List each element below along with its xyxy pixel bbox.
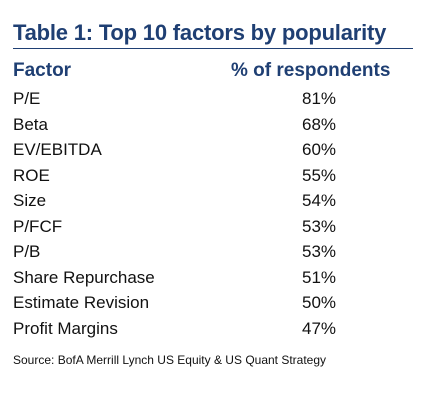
factor-cell: Profit Margins (13, 316, 118, 342)
table-row: EV/EBITDA 60% (13, 137, 413, 163)
table-row: P/FCF 53% (13, 214, 413, 240)
column-header-factor: Factor (13, 59, 71, 83)
factor-cell: Size (13, 188, 46, 214)
title-divider (13, 48, 413, 49)
factor-cell: P/B (13, 239, 40, 265)
table-title: Table 1: Top 10 factors by popularity (13, 20, 413, 46)
factor-cell: Beta (13, 112, 48, 138)
percent-cell: 47% (299, 316, 339, 342)
percent-cell: 60% (299, 137, 339, 163)
percent-cell: 53% (299, 214, 339, 240)
table-row: Size 54% (13, 188, 413, 214)
table-row: Beta 68% (13, 112, 413, 138)
table-row: Share Repurchase 51% (13, 265, 413, 291)
table-row: P/B 53% (13, 239, 413, 265)
percent-cell: 54% (299, 188, 339, 214)
column-header-percent: % of respondents (231, 59, 390, 83)
factor-cell: P/FCF (13, 214, 62, 240)
percent-cell: 53% (299, 239, 339, 265)
source-note: Source: BofA Merrill Lynch US Equity & U… (13, 352, 326, 368)
table-row: Profit Margins 47% (13, 316, 413, 342)
factor-cell: Estimate Revision (13, 290, 149, 316)
table-row: Estimate Revision 50% (13, 290, 413, 316)
percent-cell: 55% (299, 163, 339, 189)
percent-cell: 81% (299, 86, 339, 112)
factor-cell: EV/EBITDA (13, 137, 102, 163)
factor-cell: Share Repurchase (13, 265, 155, 291)
table-header: Factor % of respondents (13, 59, 413, 83)
table-row: P/E 81% (13, 86, 413, 112)
table-row: ROE 55% (13, 163, 413, 189)
factor-cell: ROE (13, 163, 50, 189)
table-body: P/E 81% Beta 68% EV/EBITDA 60% ROE 55% S… (13, 86, 413, 341)
percent-cell: 50% (299, 290, 339, 316)
percent-cell: 68% (299, 112, 339, 138)
factor-cell: P/E (13, 86, 40, 112)
percent-cell: 51% (299, 265, 339, 291)
